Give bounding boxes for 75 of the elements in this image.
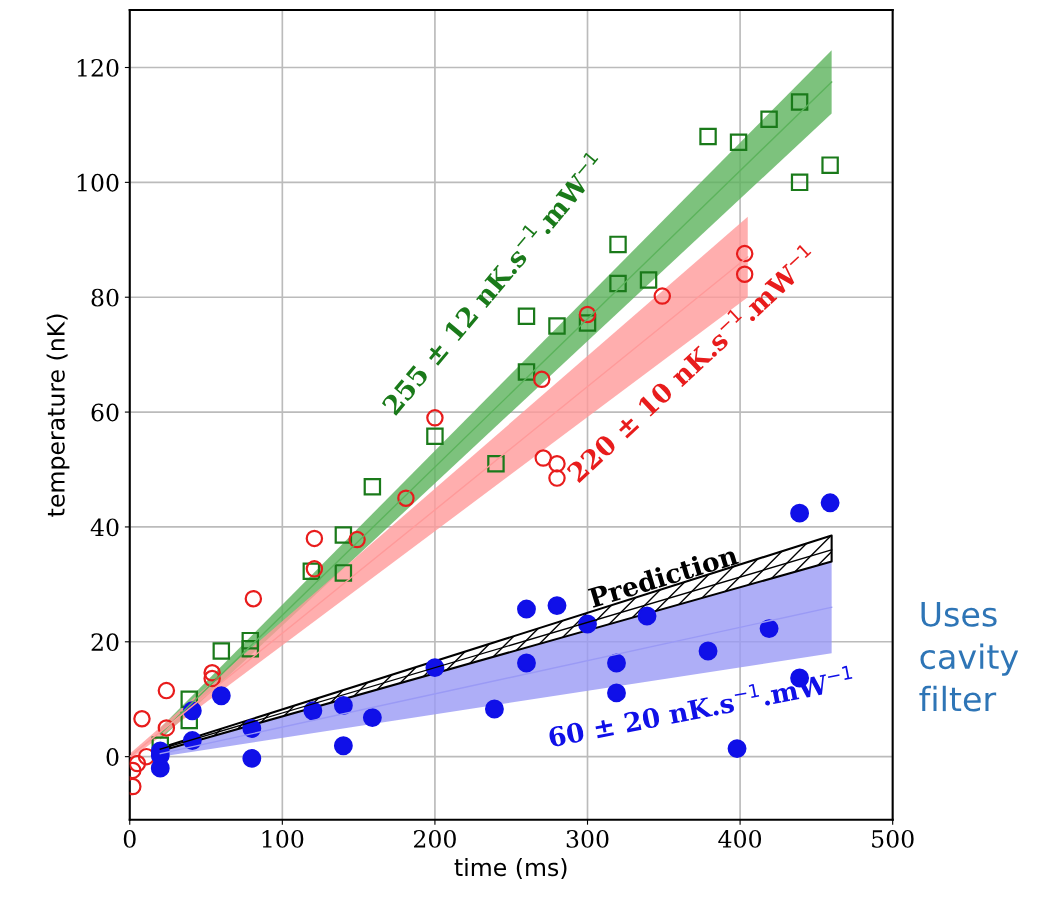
point [609,235,627,254]
point [517,653,536,673]
point [362,708,382,728]
point [790,503,810,523]
y-tick-label: 40 [90,518,119,537]
y-tick-label: 60 [91,403,119,422]
point [548,455,566,473]
point [203,664,221,682]
point [211,686,231,706]
point [305,529,324,548]
point [699,127,717,146]
point [363,477,382,496]
point [639,271,658,289]
text: Uses cavity filter [919,602,1019,712]
point [637,606,657,626]
point [180,690,199,708]
point [607,653,626,673]
point [426,409,444,427]
point [487,455,505,473]
point [698,641,718,661]
point [534,449,553,467]
point [609,274,627,293]
point [157,719,176,737]
x-tick-label: 300 [566,829,609,848]
point [334,526,353,544]
point [578,305,597,324]
point [333,696,353,715]
point [790,173,809,192]
x-tick-label: 500 [872,829,914,848]
x-tick-label: 200 [413,829,456,848]
point [735,244,754,263]
point [133,710,151,728]
point [517,599,536,619]
point [129,754,147,773]
point [241,639,260,658]
point [790,93,809,111]
point [137,747,156,766]
point [727,739,747,759]
y-tick-label: 120 [77,58,119,77]
point [578,314,597,332]
x-tick-label: 0 [123,829,136,848]
point [548,317,566,335]
point [760,110,778,128]
point [548,469,566,487]
x-tick-label: 400 [718,829,762,848]
y-axis-title: temperature (nK) [46,314,70,517]
point [820,493,840,513]
point [157,681,176,700]
point [303,701,323,721]
point [203,669,221,688]
y-tick-label: 0 [106,748,119,766]
point [759,619,779,639]
y-tick-label: 80 [91,288,119,307]
point [532,370,551,389]
point [517,307,536,325]
point [348,530,366,549]
point [517,363,536,381]
point [241,631,260,650]
point [653,287,672,305]
point [244,589,263,608]
point [334,564,353,582]
point [397,489,415,507]
point [607,683,626,703]
x-axis-title: time (ms) [454,857,567,879]
y-tick-label: 20 [91,633,119,652]
x-tick-label: 100 [262,829,304,848]
point [484,699,504,719]
point [242,748,262,768]
point [426,427,444,445]
point [547,596,567,616]
point [212,642,231,660]
point [821,156,839,174]
point [729,133,748,151]
y-tick-label: 100 [77,173,119,192]
point [333,736,353,756]
